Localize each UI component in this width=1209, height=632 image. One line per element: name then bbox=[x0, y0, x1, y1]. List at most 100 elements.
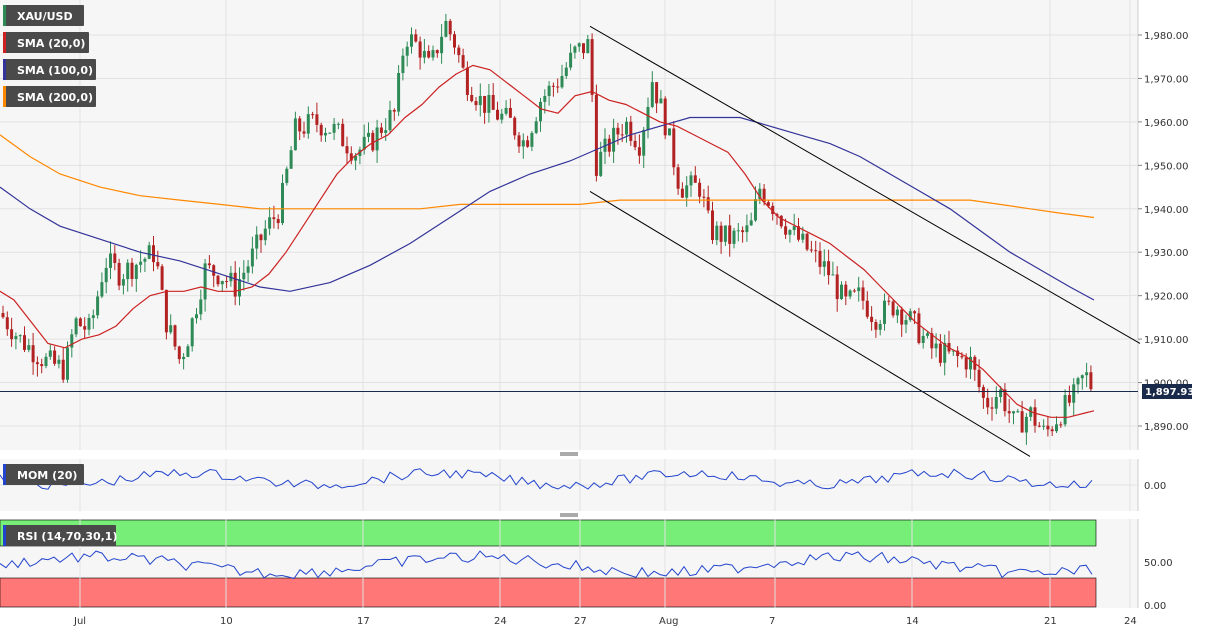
legend-symbol[interactable]: XAU/USD bbox=[3, 5, 84, 26]
candle bbox=[870, 306, 874, 331]
rsi-y-tick-label: 50.00 bbox=[1144, 558, 1173, 569]
candle-body bbox=[418, 41, 422, 58]
candle-body bbox=[1089, 372, 1093, 390]
candle bbox=[637, 134, 641, 164]
candle-body bbox=[246, 266, 250, 273]
candle-body bbox=[169, 325, 173, 333]
candle-body bbox=[435, 50, 439, 54]
channel-upper-line bbox=[589, 25, 1141, 344]
candle-body bbox=[319, 124, 323, 136]
legend-sma20[interactable]: SMA (20,0) bbox=[3, 32, 89, 53]
candle-body bbox=[401, 55, 405, 74]
candle bbox=[384, 118, 388, 142]
legend-mom[interactable]: MOM (20) bbox=[3, 464, 84, 485]
svg-text:SMA (200,0): SMA (200,0) bbox=[17, 91, 93, 104]
candle bbox=[177, 345, 181, 364]
candle-body bbox=[762, 188, 766, 203]
candle bbox=[1, 305, 5, 319]
candle bbox=[397, 65, 401, 116]
candle bbox=[173, 324, 177, 351]
candle bbox=[289, 146, 293, 169]
candle-body bbox=[121, 279, 125, 286]
candle-body bbox=[397, 73, 401, 112]
candle-body bbox=[844, 284, 848, 297]
candle-body bbox=[517, 135, 521, 147]
candle bbox=[861, 280, 865, 310]
candle bbox=[453, 31, 456, 55]
candle-body bbox=[143, 258, 147, 262]
candle-body bbox=[1050, 429, 1054, 432]
candle-body bbox=[362, 136, 366, 150]
candle bbox=[564, 62, 568, 79]
candle-body bbox=[672, 128, 676, 168]
candle bbox=[448, 18, 452, 41]
candle bbox=[680, 182, 684, 199]
candle bbox=[1055, 416, 1058, 434]
candle-body bbox=[728, 225, 732, 244]
legend-sma100[interactable]: SMA (100,0) bbox=[3, 59, 96, 80]
candle bbox=[418, 36, 422, 70]
candle-body bbox=[586, 39, 590, 54]
candle-body bbox=[1003, 389, 1007, 412]
candle-body bbox=[104, 267, 108, 283]
candle bbox=[44, 353, 48, 369]
candle-body bbox=[496, 109, 499, 120]
y-tick-label: 1,940.00 bbox=[1144, 205, 1189, 216]
candle bbox=[117, 258, 121, 291]
candle-body bbox=[117, 262, 121, 286]
mom-line bbox=[0, 468, 1093, 490]
candle bbox=[508, 98, 512, 118]
candle-body bbox=[87, 317, 91, 330]
candle bbox=[410, 27, 413, 54]
candle bbox=[281, 174, 284, 226]
candle-body bbox=[410, 34, 413, 47]
candle bbox=[147, 241, 151, 260]
candle bbox=[1085, 362, 1089, 388]
candle-body bbox=[203, 263, 207, 300]
candle-body bbox=[233, 272, 237, 297]
candle bbox=[483, 95, 487, 124]
candle-body bbox=[547, 85, 551, 96]
candle-body bbox=[835, 274, 839, 300]
candle bbox=[736, 222, 740, 242]
candle-body bbox=[57, 359, 61, 364]
candle-body bbox=[676, 167, 680, 189]
candle bbox=[414, 29, 418, 43]
y-tick-label: 1,920.00 bbox=[1144, 292, 1189, 303]
candle bbox=[586, 34, 590, 54]
candle bbox=[521, 133, 525, 159]
candle bbox=[1016, 408, 1020, 413]
candle bbox=[1024, 413, 1028, 445]
candle bbox=[250, 236, 254, 274]
candle-body bbox=[44, 356, 48, 367]
rsi-overbought-zone bbox=[0, 519, 1097, 547]
candle-body bbox=[569, 52, 573, 68]
legend-rsi[interactable]: RSI (14,70,30,1) bbox=[3, 525, 117, 546]
legend-sma200[interactable]: SMA (200,0) bbox=[3, 86, 96, 107]
candle-body bbox=[814, 250, 818, 252]
candle bbox=[938, 334, 942, 367]
candle-body bbox=[31, 345, 35, 363]
axes: Jul 10 17 24 27 Aug 7 14 21 24 1,980.00 1,970.00 1,9… bbox=[73, 31, 1189, 627]
candle-body bbox=[53, 350, 57, 364]
candle bbox=[1046, 416, 1050, 437]
candle-body bbox=[943, 342, 947, 363]
candle bbox=[160, 264, 164, 291]
candle bbox=[835, 266, 839, 312]
candle bbox=[268, 207, 272, 236]
candle bbox=[573, 45, 577, 59]
candle bbox=[242, 260, 246, 291]
candle-body bbox=[543, 95, 547, 102]
candle bbox=[104, 257, 108, 294]
candle bbox=[723, 225, 727, 246]
candle bbox=[659, 90, 663, 104]
candle bbox=[113, 245, 117, 271]
candle-body bbox=[607, 138, 611, 152]
candle-body bbox=[1067, 395, 1071, 403]
candle bbox=[496, 101, 499, 121]
candle-body bbox=[130, 262, 134, 279]
candle bbox=[732, 227, 736, 249]
candle bbox=[315, 102, 319, 133]
candle-body bbox=[448, 20, 452, 35]
candle-body bbox=[427, 50, 431, 58]
